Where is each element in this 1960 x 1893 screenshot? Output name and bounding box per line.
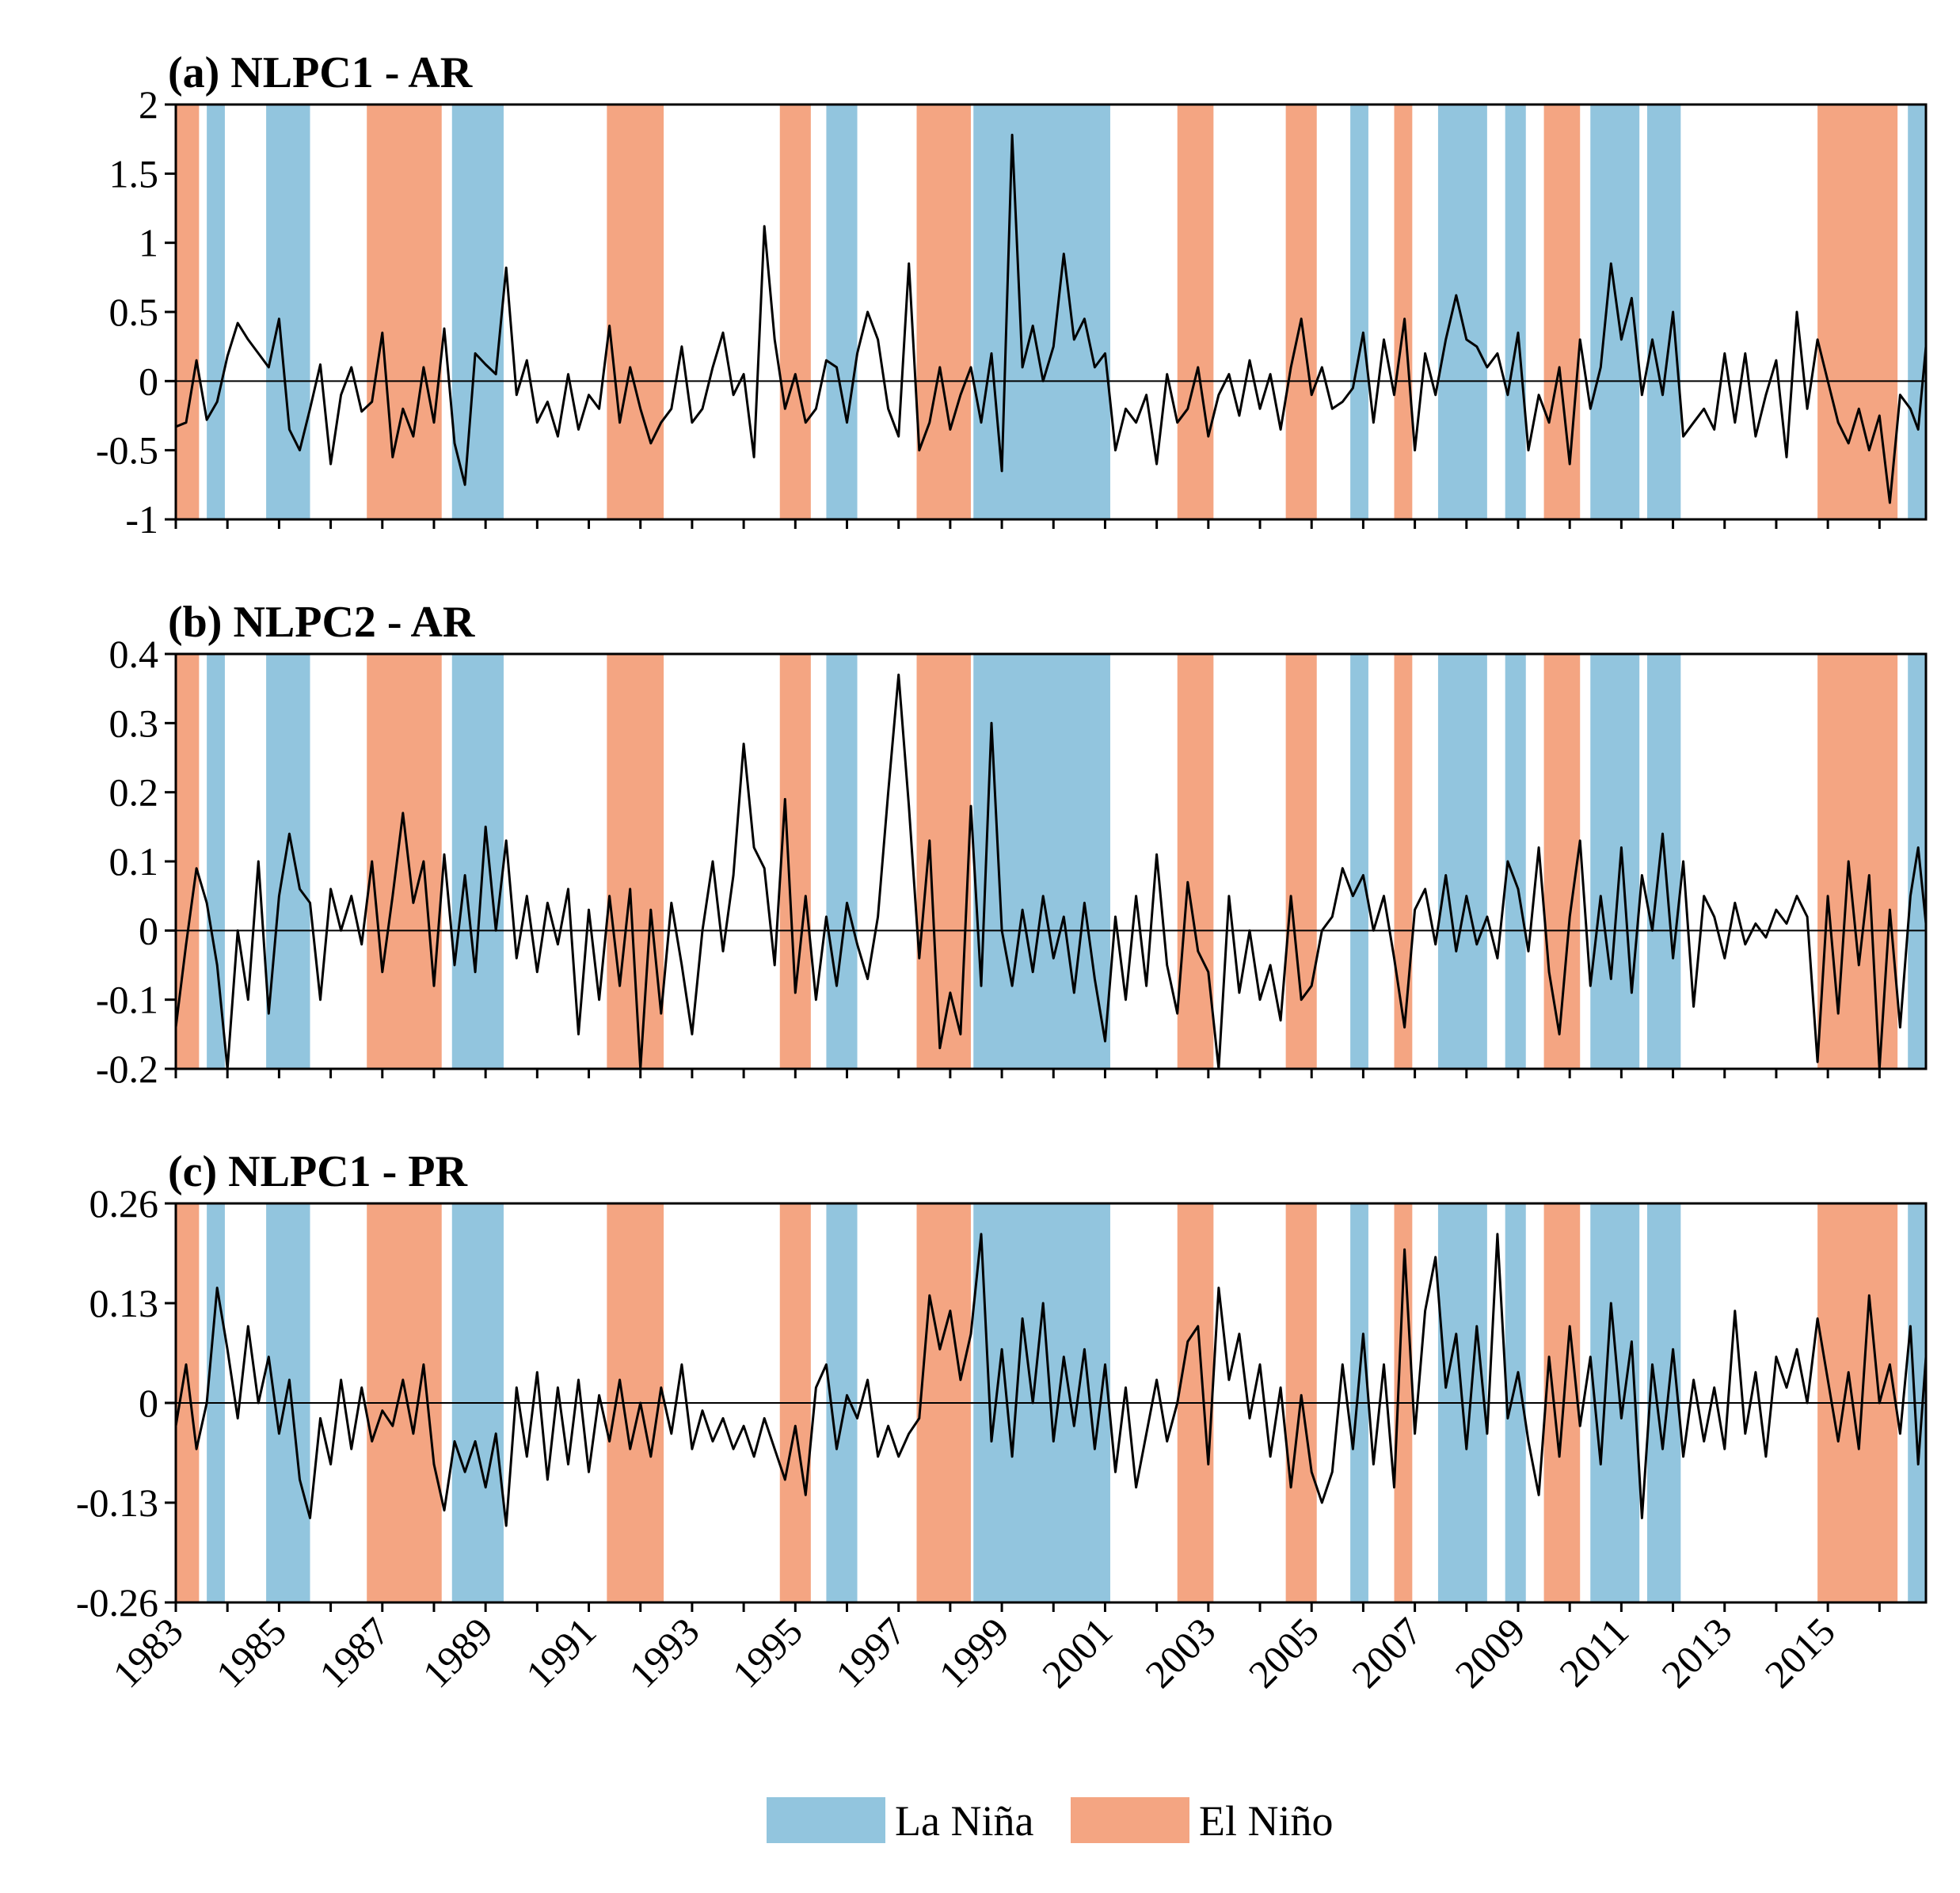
x-tick-label: 2005: [1240, 1609, 1327, 1696]
y-tick-label: 0.5: [109, 290, 159, 334]
x-tick-label: 2011: [1551, 1609, 1637, 1695]
el-nino-band: [607, 654, 664, 1069]
y-tick-label: -0.5: [96, 428, 158, 473]
el-nino-band: [1394, 105, 1413, 519]
y-tick-label: -0.1: [96, 978, 158, 1022]
y-tick-label: 0: [139, 1381, 158, 1425]
x-tick-label: 2003: [1136, 1609, 1224, 1696]
la-nina-band: [207, 654, 225, 1069]
el-nino-band: [779, 654, 811, 1069]
x-tick-label: 2009: [1446, 1609, 1533, 1696]
y-tick-label: 1: [139, 221, 158, 265]
la-nina-band: [973, 654, 1110, 1069]
la-nina-band: [1350, 654, 1368, 1069]
y-tick-label: 0: [139, 908, 158, 952]
la-nina-band: [1908, 105, 1926, 519]
legend-label: El Niño: [1199, 1797, 1334, 1845]
panel-2: -0.2 -0.1 0 0.1 0.2 0.3 0.4(b) NLPC2 - AR: [96, 598, 1928, 1091]
el-nino-band: [1177, 654, 1214, 1069]
y-tick-label: 0.2: [109, 770, 159, 815]
la-nina-band: [451, 105, 504, 519]
la-nina-band: [451, 654, 504, 1069]
y-tick-label: 0: [139, 359, 158, 403]
x-tick-label: 1993: [620, 1609, 707, 1696]
y-tick-label: 0.26: [89, 1181, 159, 1226]
x-tick-label: 2001: [1033, 1609, 1121, 1696]
legend-label: La Niña: [895, 1797, 1033, 1845]
x-tick-label: 1995: [724, 1609, 811, 1696]
series-line: [174, 673, 1928, 1070]
la-nina-band: [1350, 105, 1368, 519]
y-tick-label: 0.4: [109, 632, 159, 676]
x-tick-label: 1997: [827, 1609, 914, 1696]
x-tick-label: 1989: [414, 1609, 501, 1696]
la-nina-band: [1590, 105, 1640, 519]
la-nina-band: [266, 105, 310, 519]
la-nina-band: [1437, 105, 1487, 519]
la-nina-band: [1646, 105, 1681, 519]
la-nina-band: [973, 105, 1110, 519]
panel-title: (b) NLPC2 - AR: [168, 598, 475, 647]
el-nino-band: [1285, 654, 1317, 1069]
la-nina-band: [266, 654, 310, 1069]
y-tick-label: -0.2: [96, 1047, 158, 1091]
la-nina-band: [826, 105, 858, 519]
y-tick-label: 0.13: [89, 1281, 159, 1325]
y-tick-label: -1: [125, 497, 158, 542]
el-nino-band: [176, 105, 200, 519]
el-nino-band: [1543, 105, 1581, 519]
panel-3: -0.26 -0.13 0 0.13 0.26(c) NLPC1 - PR: [76, 1147, 1928, 1625]
x-tick-label: 1991: [517, 1609, 604, 1696]
panel-1: -1 -0.5 0 0.5 1 1.5 2(a) NLPC1 - AR: [96, 48, 1928, 542]
panel-title: (c) NLPC1 - PR: [168, 1147, 467, 1196]
series-line: [175, 133, 1928, 504]
y-tick-label: 1.5: [109, 151, 159, 196]
x-axis-labels: 1983 1985 1987 1989 1991 1993 1995 1997 1999 2001…: [104, 1609, 1843, 1696]
el-nino-band: [779, 105, 811, 519]
la-nina-band: [826, 654, 858, 1069]
y-tick-label: -0.26: [76, 1580, 158, 1625]
el-nino-band: [916, 105, 971, 519]
series-line: [174, 1233, 1928, 1527]
panel-title: (a) NLPC1 - AR: [168, 48, 473, 97]
x-tick-label: 2013: [1653, 1609, 1740, 1696]
el-nino-band: [367, 654, 442, 1069]
el-nino-band: [1285, 105, 1317, 519]
legend-swatch: [1071, 1797, 1189, 1843]
legend: La Niña El Niño: [767, 1797, 1334, 1845]
la-nina-band: [207, 105, 225, 519]
la-nina-band: [1590, 654, 1640, 1069]
el-nino-band: [1817, 654, 1898, 1069]
legend-swatch: [767, 1797, 885, 1843]
y-tick-label: -0.13: [76, 1481, 158, 1525]
y-tick-label: 0.3: [109, 701, 159, 745]
el-nino-band: [1394, 654, 1413, 1069]
la-nina-band: [1437, 654, 1487, 1069]
x-tick-label: 1987: [310, 1609, 398, 1696]
x-tick-label: 2007: [1343, 1609, 1430, 1696]
el-nino-band: [607, 105, 664, 519]
x-tick-label: 2015: [1756, 1609, 1844, 1696]
x-tick-label: 1985: [207, 1609, 295, 1696]
y-tick-label: 2: [139, 82, 158, 127]
la-nina-band: [1505, 105, 1526, 519]
el-nino-band: [1177, 105, 1214, 519]
y-tick-label: 0.1: [109, 839, 159, 884]
x-tick-label: 1999: [931, 1609, 1018, 1696]
el-nino-band: [367, 105, 442, 519]
